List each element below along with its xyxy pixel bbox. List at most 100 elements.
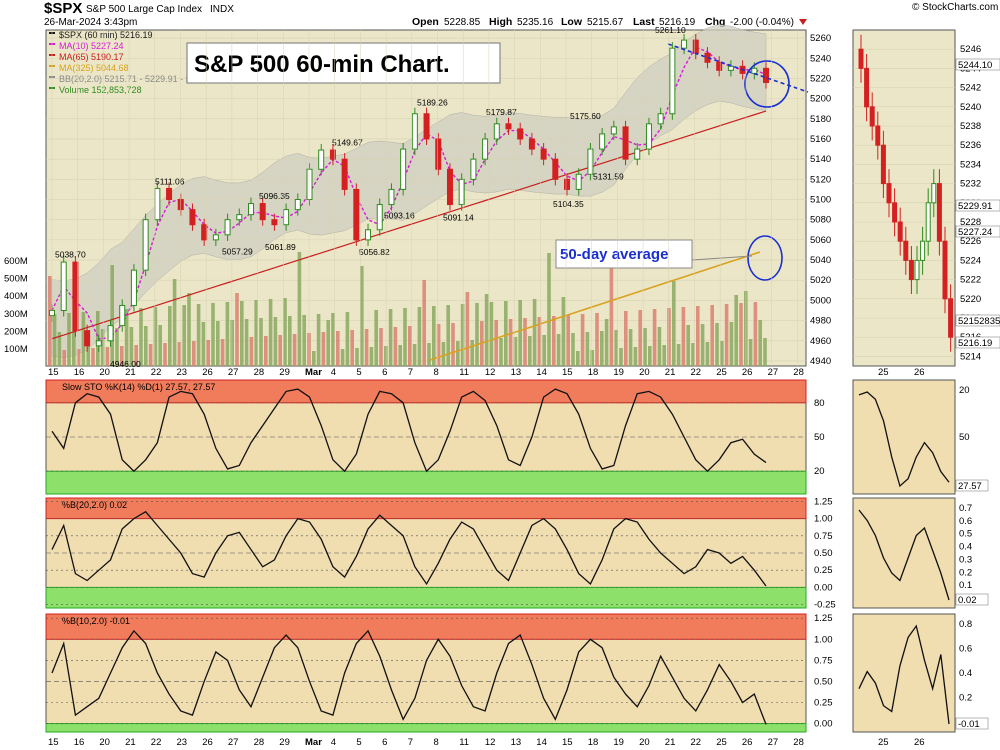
zoom-price-tag-box (955, 58, 1000, 71)
zoom-tick-label: 5214 (960, 351, 981, 362)
price-tick-label: 5160 (810, 134, 831, 145)
zoom-indicator-line (858, 391, 950, 488)
down-arrow-icon (799, 19, 807, 25)
candle-body (470, 158, 477, 180)
volume-tick-label: 100M (4, 344, 28, 355)
candle-body (587, 148, 594, 175)
indicator-title: %B(20,2.0) 0.02 (62, 500, 127, 510)
x-tick-label: 29 (279, 737, 290, 748)
x-tick-label: 15 (562, 367, 573, 378)
zoom-tick-label: 5232 (960, 179, 981, 190)
volume-bar (417, 307, 422, 366)
candle-body (341, 158, 348, 190)
zoom-candle-body (880, 144, 886, 185)
indicator-tick-label: 1.25 (814, 496, 833, 507)
candle-body (622, 126, 629, 160)
zoom-price-tag: 5227.24 (958, 227, 992, 238)
indicator-title: %B(10,2.0) -0.01 (62, 616, 130, 626)
candle-body (95, 340, 102, 347)
x-tick-label: 21 (125, 367, 136, 378)
candle-body (435, 138, 442, 170)
volume-bar (489, 302, 494, 366)
volume-bar (720, 341, 724, 366)
x-tick-label: 4 (331, 737, 336, 748)
volume-bar (528, 336, 532, 366)
candle-body (107, 325, 114, 342)
volume-bar (244, 319, 249, 366)
x-tick-label: 18 (588, 367, 599, 378)
volume-bar (648, 346, 652, 366)
indicator-tick-label: 80 (814, 398, 825, 409)
indicator-tick-label: 1.00 (814, 634, 833, 645)
volume-bar (398, 345, 402, 366)
zoom-indicator-tick: 20 (959, 385, 970, 396)
zoom-tick-label: 5226 (960, 236, 981, 247)
x-tick-label: 19 (613, 367, 624, 378)
chart-title-text: S&P 500 60-min Chart. (194, 51, 450, 78)
x-tick-label: 6 (382, 367, 387, 378)
volume-bar (465, 292, 470, 366)
volume-bar (48, 276, 52, 366)
zoom-tick-label: 5224 (960, 255, 981, 266)
zoom-bg (852, 29, 956, 367)
x-tick-label: 5 (356, 737, 361, 748)
x-tick-label: 16 (74, 737, 85, 748)
header-symbol: $SPX (44, 0, 82, 17)
candle-body (259, 203, 266, 221)
volume-bar (585, 332, 590, 366)
volume-bar (316, 314, 321, 366)
candle-body (610, 126, 617, 135)
x-tick-label: 28 (254, 737, 265, 748)
indicator-tick-label: 0.00 (814, 582, 833, 593)
candle-body (353, 188, 360, 241)
volume-bar (312, 351, 316, 366)
candle-body (727, 65, 734, 71)
candle-body (154, 187, 161, 221)
candle-body (493, 123, 500, 140)
candle-body (669, 47, 676, 115)
highlight-circle (744, 60, 790, 108)
volume-bar (139, 308, 143, 366)
x-tick-label: 22 (151, 367, 162, 378)
zoom-indicator-tick: 0.1 (959, 580, 972, 591)
volume-bar (739, 303, 743, 366)
volume-bar (614, 330, 618, 366)
volume-bar (72, 331, 76, 366)
indicator-tick-label: 1.25 (814, 613, 833, 624)
zoom-x-tick: 26 (914, 737, 925, 748)
price-label: 5104.35 (553, 199, 584, 209)
volume-bar (172, 279, 177, 366)
volume-bar (201, 322, 206, 366)
x-tick-label: 20 (639, 737, 650, 748)
volume-bar (86, 330, 90, 366)
price-label: 5061.89 (265, 242, 296, 252)
volume-bar (100, 329, 105, 366)
volume-bar (360, 266, 364, 366)
volume-bar (619, 348, 623, 366)
zoom-candle-body (903, 240, 909, 261)
volume-bar (379, 328, 383, 366)
candle-body (552, 158, 559, 180)
open-value: 5228.85 (444, 17, 481, 28)
candle-body (634, 148, 641, 160)
x-tick-label: 20 (99, 367, 110, 378)
price-label: 5038.70 (55, 249, 86, 259)
candle-body (716, 61, 723, 71)
price-tick-label: 5260 (810, 33, 831, 44)
volume-bar (259, 318, 263, 366)
volume-bar (460, 304, 465, 366)
volume-bar (144, 326, 148, 366)
zoom-tick-label: 5242 (960, 83, 981, 94)
high-value: 5235.16 (517, 17, 554, 28)
volume-bar (292, 334, 297, 366)
candle-body (294, 199, 301, 211)
volume-bar (580, 314, 585, 366)
volume-bar (504, 301, 508, 366)
avg-pointer (691, 255, 753, 261)
zoom-candle-body (869, 106, 875, 127)
x-tick-label: 13 (511, 367, 522, 378)
volume-bar (427, 343, 431, 366)
volume-bar (187, 293, 191, 366)
x-tick-label: 28 (793, 737, 804, 748)
